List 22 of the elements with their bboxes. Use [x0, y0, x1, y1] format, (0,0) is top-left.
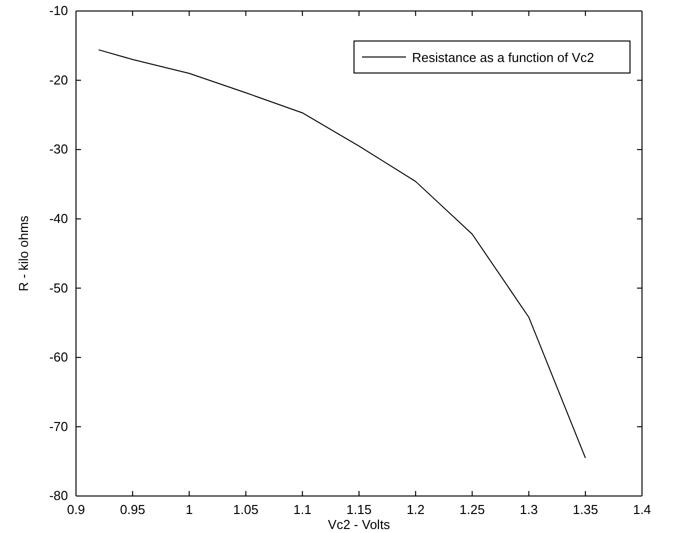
- x-tick-label: 1.2: [406, 502, 425, 518]
- y-tick-label: -50: [49, 280, 68, 296]
- x-tick-label: 1.15: [346, 502, 372, 518]
- x-tick-label: 1.05: [233, 502, 258, 518]
- x-tick-label: 0.9: [66, 502, 86, 518]
- y-tick-label: -20: [49, 72, 68, 88]
- x-tick-label: 1.25: [460, 502, 485, 518]
- y-tick-label: -60: [49, 350, 68, 365]
- legend-label: Resistance as a function of Vc2: [412, 50, 594, 65]
- x-tick-label: 1: [186, 502, 193, 518]
- y-tick-label: -70: [49, 418, 68, 434]
- x-tick-label: 1.3: [520, 502, 538, 518]
- x-tick-label: 1.35: [572, 502, 598, 518]
- x-tick-label: 0.95: [120, 502, 146, 518]
- y-tick-label: -10: [49, 3, 68, 18]
- y-axis-title: R - kilo ohms: [16, 215, 31, 292]
- x-tick-label: 1.4: [632, 502, 652, 518]
- y-tick-label: -30: [49, 142, 68, 157]
- x-tick-label: 1.1: [293, 502, 312, 518]
- y-tick-label: -80: [49, 488, 68, 504]
- y-tick-label: -40: [49, 211, 68, 226]
- x-axis-title: Vc2 - Volts: [328, 517, 391, 532]
